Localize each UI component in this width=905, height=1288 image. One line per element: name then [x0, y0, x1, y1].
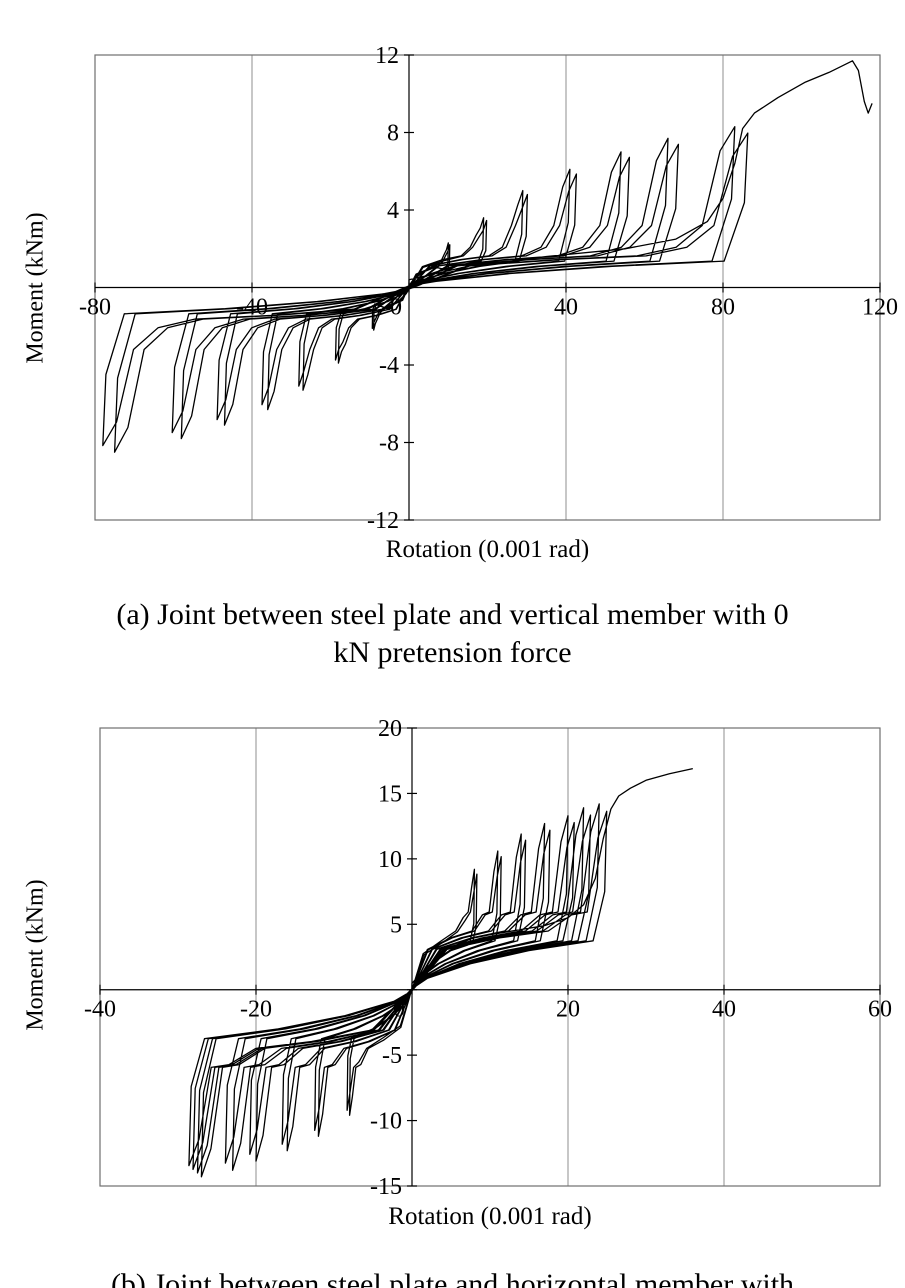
chart-a-ytick-label: 12 [375, 43, 399, 69]
caption-a-line2: kN pretension force [333, 636, 572, 669]
chart-b-axes [99, 727, 881, 1187]
chart-b-ytick-label: -5 [382, 1043, 402, 1069]
caption-a: (a) Joint between steel plate and vertic… [0, 596, 905, 672]
chart-a-xtick-label: 80 [711, 295, 735, 321]
chart-b-xtick-label: 60 [868, 997, 892, 1023]
chart-b-ytick-label: 5 [390, 912, 402, 938]
chart-a-ytick-label: -8 [379, 431, 399, 457]
chart-a-ytick-label: 8 [387, 121, 399, 147]
chart-b-ytick-label: 15 [378, 781, 402, 807]
chart-b-gridlines [255, 728, 725, 1186]
caption-a-line1: (a) Joint between steel plate and vertic… [116, 598, 789, 631]
chart-b-hysteresis-curve [188, 767, 693, 1178]
chart-b-yaxis-title: Moment (kNm) [22, 879, 49, 1031]
chart-b-xtick-label: 40 [712, 997, 736, 1023]
chart-a-ytick-label: -4 [379, 353, 399, 379]
chart-a-ytick-label: 4 [387, 198, 399, 224]
chart-b-xtick-label: -20 [240, 997, 272, 1023]
chart-b-xtick-label: -40 [84, 997, 116, 1023]
chart-b-ytick-label: -15 [370, 1174, 402, 1200]
chart-a-ytick-label: -12 [367, 508, 399, 534]
chart-b-ytick-label: -10 [370, 1109, 402, 1135]
chart-b-border [99, 727, 881, 1187]
chart-a-xaxis-title: Rotation (0.001 rad) [385, 536, 590, 563]
chart-b-ytick-label: 10 [378, 847, 402, 873]
chart-a-hysteresis-curve [102, 60, 873, 453]
chart-b-xaxis-title: Rotation (0.001 rad) [388, 1203, 592, 1230]
chart-b-xtick-label: 20 [556, 997, 580, 1023]
chart-a-xtick-label: -80 [79, 295, 111, 321]
chart-a-xtick-label: 40 [554, 295, 578, 321]
chart-b-ytick-label: 20 [378, 716, 402, 742]
caption-b-line1: (b) Joint between steel plate and horizo… [110, 1268, 795, 1288]
chart-a-yaxis-title: Moment (kNm) [22, 212, 49, 364]
caption-b: (b) Joint between steel plate and horizo… [0, 1266, 905, 1288]
chart-a-xtick-label: 120 [862, 295, 898, 321]
chart-a-axes [94, 54, 881, 521]
